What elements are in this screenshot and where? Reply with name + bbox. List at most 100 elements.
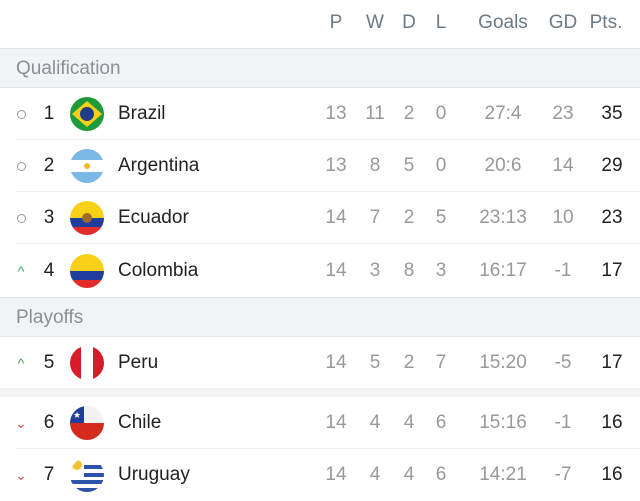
stat-l: 0 — [435, 103, 447, 124]
rank: 3 — [43, 207, 55, 228]
team-name[interactable]: Brazil — [118, 103, 166, 124]
col-l: L — [435, 12, 447, 33]
rank: 2 — [43, 155, 55, 176]
stat-l: 5 — [435, 207, 447, 228]
stat-pts: 17 — [601, 352, 623, 373]
col-gd: GD — [548, 12, 578, 33]
team-name[interactable]: Colombia — [118, 260, 199, 281]
stat-goals: 20:6 — [484, 155, 522, 176]
divider — [16, 139, 640, 140]
stat-pts: 17 — [601, 260, 623, 281]
flag-icon — [70, 458, 104, 492]
chevron-down-icon: ⌄ — [15, 467, 27, 483]
stat-gd: 14 — [552, 155, 574, 176]
stat-goals: 27:4 — [484, 103, 522, 124]
stat-l: 6 — [435, 464, 447, 485]
stat-pts: 23 — [601, 207, 623, 228]
col-p: P — [329, 12, 343, 33]
stat-p: 14 — [325, 464, 347, 485]
stat-d: 4 — [403, 412, 415, 433]
stat-gd: -1 — [554, 260, 572, 281]
stat-w: 5 — [369, 352, 381, 373]
stat-w: 4 — [369, 464, 381, 485]
circle-icon — [12, 88, 30, 140]
stat-p: 13 — [325, 155, 347, 176]
divider — [16, 191, 640, 192]
col-w: W — [366, 12, 384, 33]
divider — [0, 388, 640, 397]
group-label: Qualification — [16, 58, 121, 79]
stat-d: 2 — [403, 207, 415, 228]
stat-goals: 23:13 — [479, 207, 527, 228]
stat-w: 4 — [369, 412, 381, 433]
svg-text:★: ★ — [73, 410, 81, 420]
divider — [16, 448, 640, 449]
flag-icon — [70, 97, 104, 131]
stat-l: 3 — [435, 260, 447, 281]
chevron-up-icon: ^ — [17, 263, 25, 279]
stat-d: 4 — [403, 464, 415, 485]
rank: 6 — [43, 412, 55, 433]
circle-icon — [12, 140, 30, 192]
table-row[interactable]: 1 Brazil 13 11 2 0 27:4 23 35 — [0, 88, 640, 140]
stat-pts: 16 — [601, 464, 623, 485]
rank: 1 — [43, 103, 55, 124]
stat-pts: 16 — [601, 412, 623, 433]
stat-goals: 14:21 — [479, 464, 527, 485]
flag-icon: ★ — [70, 406, 104, 440]
table-row[interactable]: 2 Argentina 13 8 5 0 20:6 14 29 — [0, 140, 640, 192]
stat-l: 0 — [435, 155, 447, 176]
stat-d: 8 — [403, 260, 415, 281]
stat-gd: -1 — [554, 412, 572, 433]
team-name[interactable]: Uruguay — [118, 464, 190, 485]
flag-icon — [70, 201, 104, 235]
stat-p: 14 — [325, 207, 347, 228]
stat-d: 2 — [403, 352, 415, 373]
col-goals: Goals — [478, 12, 528, 33]
chevron-down-icon: ⌄ — [15, 415, 27, 431]
stat-gd: -7 — [554, 464, 572, 485]
table-row[interactable]: ^ 4 Colombia 14 3 8 3 16:17 -1 17 — [0, 245, 640, 297]
flag-icon — [70, 149, 104, 183]
stat-goals: 16:17 — [479, 260, 527, 281]
stat-w: 3 — [369, 260, 381, 281]
stat-l: 7 — [435, 352, 447, 373]
flag-icon — [70, 254, 104, 288]
stat-w: 7 — [369, 207, 381, 228]
stat-d: 2 — [403, 103, 415, 124]
stat-p: 13 — [325, 103, 347, 124]
table-row[interactable]: ^ 5 Peru 14 5 2 7 15:20 -5 17 — [0, 337, 640, 389]
table-header: P W D L Goals GD Pts. — [0, 0, 640, 48]
circle-icon — [12, 192, 30, 244]
group-label: Playoffs — [16, 307, 84, 328]
stat-p: 14 — [325, 412, 347, 433]
rank: 4 — [43, 260, 55, 281]
stat-gd: 23 — [552, 103, 574, 124]
team-name[interactable]: Argentina — [118, 155, 200, 176]
team-name[interactable]: Ecuador — [118, 207, 189, 228]
stat-gd: 10 — [552, 207, 574, 228]
table-row[interactable]: 3 Ecuador 14 7 2 5 23:13 10 23 — [0, 192, 640, 244]
team-name[interactable]: Chile — [118, 412, 162, 433]
chevron-up-icon: ^ — [17, 355, 25, 371]
table-row[interactable]: ⌄ 6 ★ Chile 14 4 4 6 15:16 -1 16 — [0, 397, 640, 449]
team-name[interactable]: Peru — [118, 352, 159, 373]
stat-goals: 15:20 — [479, 352, 527, 373]
group-qualification: Qualification — [0, 48, 640, 88]
flag-icon — [70, 346, 104, 380]
stat-pts: 29 — [601, 155, 623, 176]
stat-p: 14 — [325, 260, 347, 281]
stat-gd: -5 — [554, 352, 572, 373]
rank: 7 — [43, 464, 55, 485]
col-d: D — [402, 12, 416, 33]
rank: 5 — [43, 352, 55, 373]
col-pts: Pts. — [589, 12, 623, 33]
stat-w: 8 — [369, 155, 381, 176]
group-playoffs: Playoffs — [0, 297, 640, 337]
stat-goals: 15:16 — [479, 412, 527, 433]
table-row[interactable]: ⌄ 7 Uruguay 14 4 4 6 14:21 -7 16 — [0, 449, 640, 501]
stat-p: 14 — [325, 352, 347, 373]
stat-pts: 35 — [601, 103, 623, 124]
stat-l: 6 — [435, 412, 447, 433]
stat-w: 11 — [365, 103, 385, 124]
